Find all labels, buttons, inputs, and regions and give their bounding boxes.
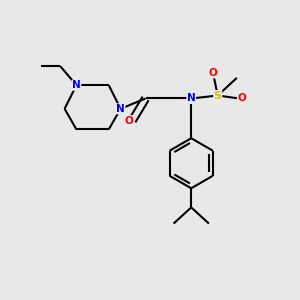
Text: N: N [116,104,125,114]
Text: N: N [72,80,81,90]
Text: O: O [124,116,133,126]
Text: S: S [214,91,222,100]
Text: O: O [209,68,218,78]
Text: N: N [187,94,196,103]
Text: O: O [238,94,246,103]
